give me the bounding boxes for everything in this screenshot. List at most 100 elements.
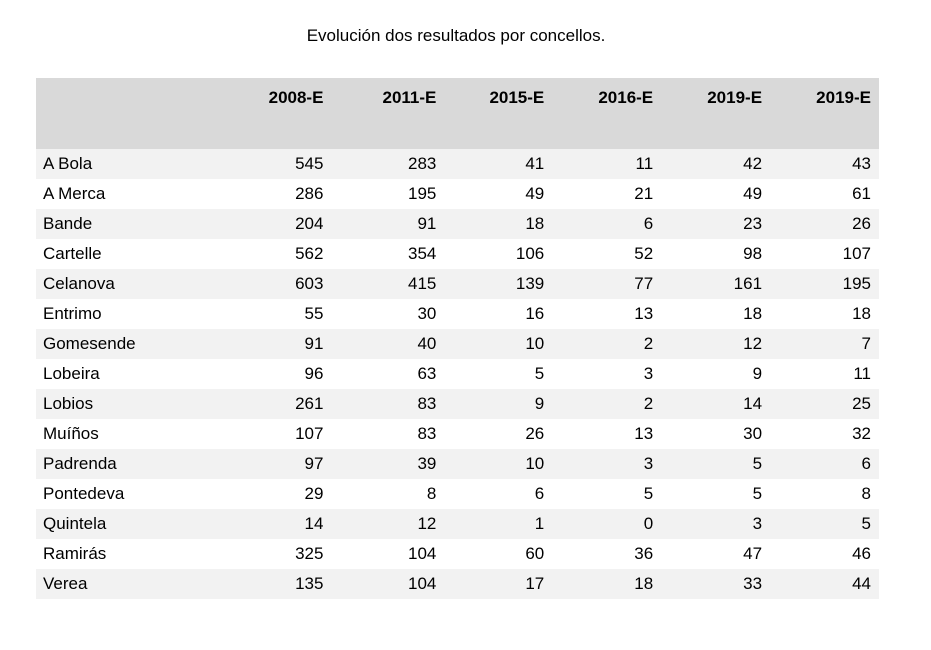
column-header: 2008-E (268, 88, 324, 107)
value-cell: 14 (743, 394, 763, 413)
value-cell: 354 (408, 244, 437, 263)
municipality-name: A Merca (43, 184, 106, 203)
municipality-name: Cartelle (43, 244, 102, 263)
municipality-name: Padrenda (43, 454, 117, 473)
value-cell: 91 (304, 334, 324, 353)
column-header: 2019-E (707, 88, 763, 107)
value-cell: 97 (304, 454, 324, 473)
value-cell: 3 (643, 454, 654, 473)
value-cell: 42 (743, 154, 763, 173)
value-cell: 39 (417, 454, 437, 473)
table-row: Padrenda 97 39 10 3 5 6 (36, 449, 879, 479)
value-cell: 16 (525, 304, 545, 323)
table-row: Bande 204 91 18 6 23 26 (36, 209, 879, 239)
value-cell: 18 (743, 304, 763, 323)
value-cell: 204 (295, 214, 324, 233)
table-body: A Bola 545 283 41 11 42 43 A Merca 286 195 49 21 49 6… (36, 149, 879, 599)
value-cell: 325 (295, 544, 324, 563)
page-title: Evolución dos resultados por concellos. (306, 26, 606, 45)
value-cell: 603 (295, 274, 324, 293)
value-cell: 18 (852, 304, 871, 323)
value-cell: 5 (643, 484, 654, 503)
column-header: 2015-E (489, 88, 545, 107)
value-cell: 6 (534, 484, 545, 503)
table-row: Quintela 14 12 1 0 3 5 (36, 509, 879, 539)
value-cell: 5 (752, 454, 763, 473)
value-cell: 286 (295, 184, 324, 203)
value-cell: 30 (743, 424, 763, 443)
value-cell: 8 (426, 484, 437, 503)
municipality-name: Ramirás (43, 544, 107, 563)
value-cell: 49 (743, 184, 763, 203)
value-cell: 18 (525, 214, 545, 233)
value-cell: 195 (842, 274, 871, 293)
value-cell: 195 (408, 184, 437, 203)
value-cell: 7 (861, 334, 871, 353)
value-cell: 55 (304, 304, 324, 323)
value-cell: 26 (525, 424, 545, 443)
value-cell: 2 (643, 394, 654, 413)
value-cell: 77 (634, 274, 654, 293)
table-row: Pontedeva 29 8 6 5 5 8 (36, 479, 879, 509)
column-header: 2011-E (382, 88, 437, 107)
value-cell: 47 (743, 544, 763, 563)
value-cell: 12 (743, 334, 763, 353)
table-row: Ramirás 325 104 60 36 47 46 (36, 539, 879, 569)
value-cell: 11 (635, 154, 654, 173)
value-cell: 33 (743, 574, 763, 593)
value-cell: 61 (852, 184, 871, 203)
value-cell: 91 (417, 214, 437, 233)
column-header: 2019-E (816, 88, 871, 107)
municipality-name: Verea (43, 574, 88, 593)
value-cell: 10 (525, 454, 545, 473)
column-header: 2016-E (598, 88, 654, 107)
value-cell: 46 (852, 544, 871, 563)
value-cell: 26 (852, 214, 871, 233)
value-cell: 43 (852, 154, 871, 173)
municipality-name: Gomesende (43, 334, 136, 353)
value-cell: 63 (417, 364, 437, 383)
value-cell: 5 (861, 514, 871, 533)
value-cell: 21 (634, 184, 654, 203)
value-cell: 49 (525, 184, 545, 203)
value-cell: 13 (634, 424, 654, 443)
value-cell: 29 (304, 484, 324, 503)
value-cell: 30 (417, 304, 437, 323)
value-cell: 10 (525, 334, 545, 353)
value-cell: 283 (408, 154, 437, 173)
table-row: A Merca 286 195 49 21 49 61 (36, 179, 879, 209)
value-cell: 36 (634, 544, 654, 563)
value-cell: 3 (643, 364, 654, 383)
table-row: Entrimo 55 30 16 13 18 18 (36, 299, 879, 329)
value-cell: 135 (295, 574, 324, 593)
value-cell: 8 (861, 484, 871, 503)
value-cell: 1 (534, 514, 545, 533)
value-cell: 3 (752, 514, 763, 533)
table-row: Celanova 603 415 139 77 161 195 (36, 269, 879, 299)
value-cell: 52 (634, 244, 654, 263)
value-cell: 44 (852, 574, 871, 593)
value-cell: 6 (861, 454, 871, 473)
table-row: Verea 135 104 17 18 33 44 (36, 569, 879, 599)
value-cell: 32 (852, 424, 871, 443)
value-cell: 107 (842, 244, 871, 263)
value-cell: 13 (634, 304, 654, 323)
value-cell: 104 (408, 544, 437, 563)
value-cell: 107 (295, 424, 324, 443)
value-cell: 17 (525, 574, 545, 593)
table-row: Muíños 107 83 26 13 30 32 (36, 419, 879, 449)
value-cell: 2 (643, 334, 654, 353)
value-cell: 23 (743, 214, 763, 233)
value-cell: 96 (304, 364, 324, 383)
value-cell: 25 (852, 394, 871, 413)
municipality-name: Lobeira (43, 364, 100, 383)
municipality-name: Entrimo (43, 304, 102, 323)
table-row: A Bola 545 283 41 11 42 43 (36, 149, 879, 179)
value-cell: 104 (408, 574, 437, 593)
municipality-name: Lobios (43, 394, 94, 413)
value-cell: 415 (408, 274, 437, 293)
value-cell: 98 (743, 244, 763, 263)
municipality-name: Bande (43, 214, 93, 233)
table-row: Lobeira 96 63 5 3 9 11 (36, 359, 879, 389)
municipality-name: Muíños (43, 424, 99, 443)
